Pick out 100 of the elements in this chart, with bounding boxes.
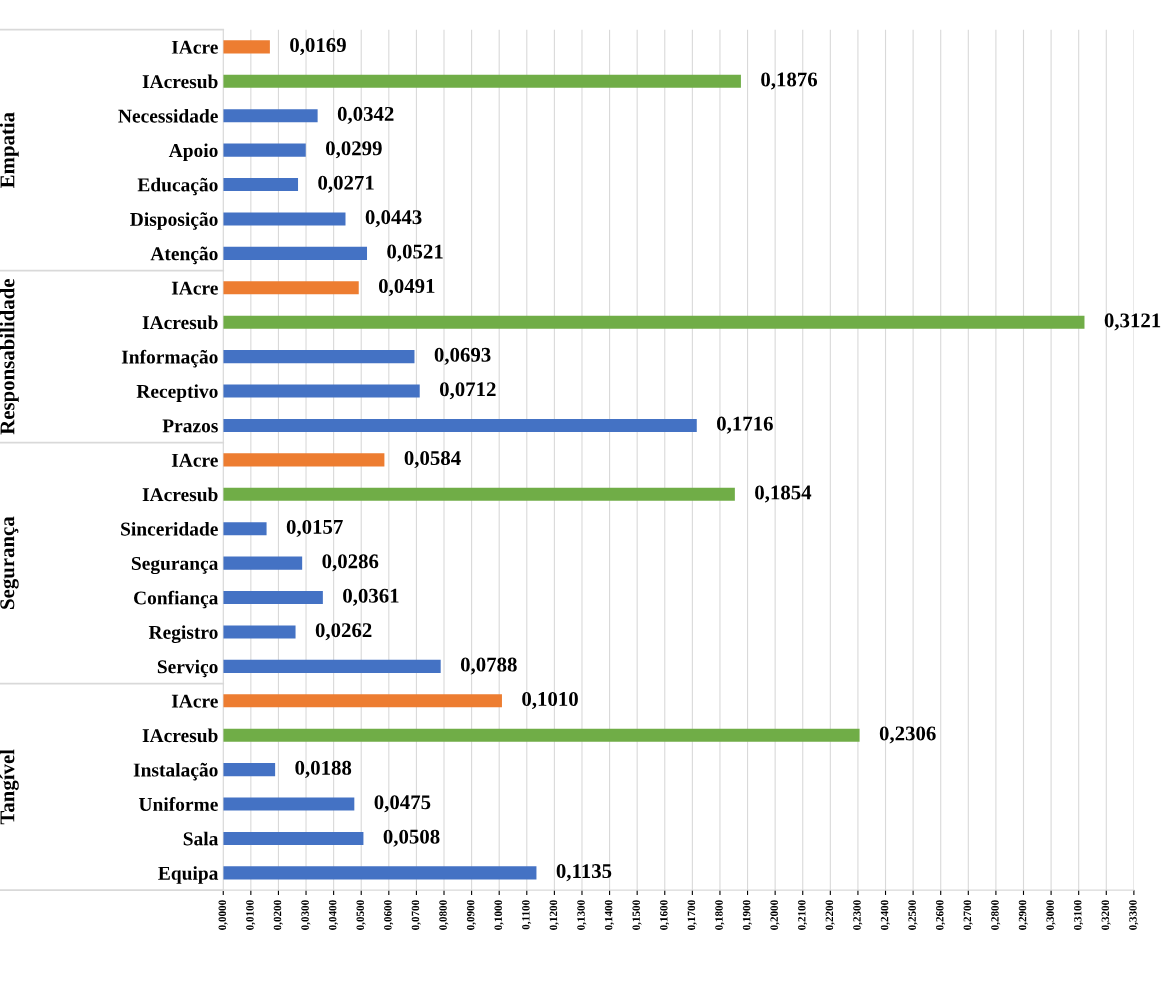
y-tick-label: Sinceridade <box>121 521 218 536</box>
bar <box>223 315 1085 329</box>
y-tick-label: Atenção <box>150 246 218 265</box>
x-tick-label: 0,0700 <box>411 900 421 930</box>
data-label: 0,0584 <box>404 451 461 469</box>
x-tick-label: 0,0200 <box>273 900 283 930</box>
y-tick-label: IAcresub <box>142 74 218 89</box>
x-tick-label: 0,1600 <box>660 900 670 930</box>
x-tick-label: 0,2300 <box>853 900 863 930</box>
x-tick-label: 0,1300 <box>577 900 587 930</box>
bar <box>223 74 741 88</box>
bar <box>223 212 346 226</box>
bar <box>223 453 385 467</box>
x-tick-label: 0,2200 <box>825 900 835 930</box>
data-label: 0,0286 <box>322 554 379 572</box>
x-tick-label: 0,2600 <box>936 900 946 930</box>
bar <box>223 556 303 570</box>
text: Responsabilidade <box>0 279 19 435</box>
x-tick-label: 0,2100 <box>798 900 808 930</box>
y-tick-label: Confiança <box>134 590 219 609</box>
bar <box>223 797 355 811</box>
bar <box>223 178 299 192</box>
bar <box>223 728 860 742</box>
data-label: 0,0169 <box>290 38 346 56</box>
y-tick-label: Informação <box>121 349 218 368</box>
data-label: 0,1876 <box>761 72 818 90</box>
bar <box>223 659 441 673</box>
x-tick-label: 0,1100 <box>522 900 532 930</box>
data-label: 0,1010 <box>522 691 578 710</box>
x-tick-label: 0,1500 <box>632 900 642 930</box>
data-label: 0,2306 <box>879 726 936 744</box>
bar <box>223 143 306 157</box>
bar <box>223 831 364 846</box>
y-tick-label: Equipa <box>158 866 219 884</box>
bar <box>223 109 318 123</box>
x-tick-label: 0,3200 <box>1101 900 1111 930</box>
bar <box>223 591 323 605</box>
y-tick-label: IAcresub <box>142 487 218 502</box>
data-label: 0,0508 <box>383 829 440 847</box>
x-tick-label: 0,2700 <box>963 900 973 930</box>
x-tick-label: 0,3300 <box>1129 900 1139 930</box>
bar <box>223 487 735 501</box>
data-label: 0,0475 <box>374 795 431 813</box>
data-label: 0,0521 <box>387 244 443 262</box>
data-label: 0,1135 <box>556 864 612 882</box>
x-tick-label: 0,2800 <box>991 900 1001 930</box>
y-tick-label: Segurança <box>131 556 219 575</box>
y-tick-label: IAcre <box>171 281 218 295</box>
data-label: 0,0443 <box>365 210 422 228</box>
bar <box>223 40 270 54</box>
text: Tangível <box>0 749 19 825</box>
y-tick-label: Instalação <box>133 762 218 781</box>
x-tick-label: 0,1700 <box>687 900 697 930</box>
y-tick-label: IAcre <box>171 694 218 708</box>
y-tick-label: IAcresub <box>142 315 218 330</box>
x-tick-label: 0,0000 <box>218 900 228 930</box>
x-tick-label: 0,0900 <box>466 900 476 930</box>
data-label: 0,0188 <box>295 760 352 778</box>
x-tick-label: 0,3000 <box>1046 900 1056 930</box>
x-tick-label: 0,1800 <box>715 900 725 930</box>
data-label: 0,0712 <box>439 382 496 400</box>
y-tick-label: Disposição <box>130 212 218 230</box>
data-label: 0,0271 <box>318 175 374 193</box>
data-label: 0,1854 <box>755 485 812 503</box>
bar <box>223 384 420 398</box>
bar <box>223 281 359 295</box>
text: Empatia <box>0 112 19 188</box>
x-tick-label: 0,1400 <box>604 900 614 930</box>
data-label: 0,0342 <box>337 106 394 124</box>
bar <box>223 866 537 880</box>
data-label: 0,0788 <box>460 657 517 675</box>
x-tick-label: 0,2400 <box>880 900 890 930</box>
x-tick-label: 0,0500 <box>356 900 366 930</box>
x-tick-label: 0,1900 <box>742 900 752 930</box>
y-tick-label: IAcre <box>171 40 218 54</box>
data-label: 0,0299 <box>326 141 382 159</box>
data-label: 0,0361 <box>343 588 399 606</box>
y-tick-label: Receptivo <box>136 384 218 402</box>
y-tick-label: Apoio <box>168 143 218 162</box>
x-tick-label: 0,0400 <box>328 900 339 930</box>
x-tick-label: 0,2000 <box>770 900 780 930</box>
x-tick-label: 0,0600 <box>384 900 394 930</box>
data-label: 0,0262 <box>315 623 372 641</box>
bar <box>223 763 276 777</box>
bar <box>223 522 267 536</box>
data-label: 0,3121 <box>1104 313 1161 331</box>
y-tick-label: Educação <box>137 177 218 196</box>
y-tick-label: Prazos <box>162 419 218 433</box>
bar <box>223 246 368 260</box>
data-label: 0,0693 <box>434 347 491 365</box>
text: Segurança <box>0 516 19 609</box>
x-tick-label: 0,0300 <box>301 900 311 930</box>
x-tick-label: 0,2500 <box>908 900 918 930</box>
y-tick-label: Registro <box>148 625 218 644</box>
x-tick-label: 0,0800 <box>439 900 449 930</box>
x-tick-label: 0,2900 <box>1018 900 1028 930</box>
x-tick-label: 0,1200 <box>549 900 559 930</box>
x-tick-label: 0,0100 <box>246 900 256 930</box>
y-tick-label: Uniforme <box>138 797 218 811</box>
y-tick-label: Necessidade <box>118 108 218 123</box>
